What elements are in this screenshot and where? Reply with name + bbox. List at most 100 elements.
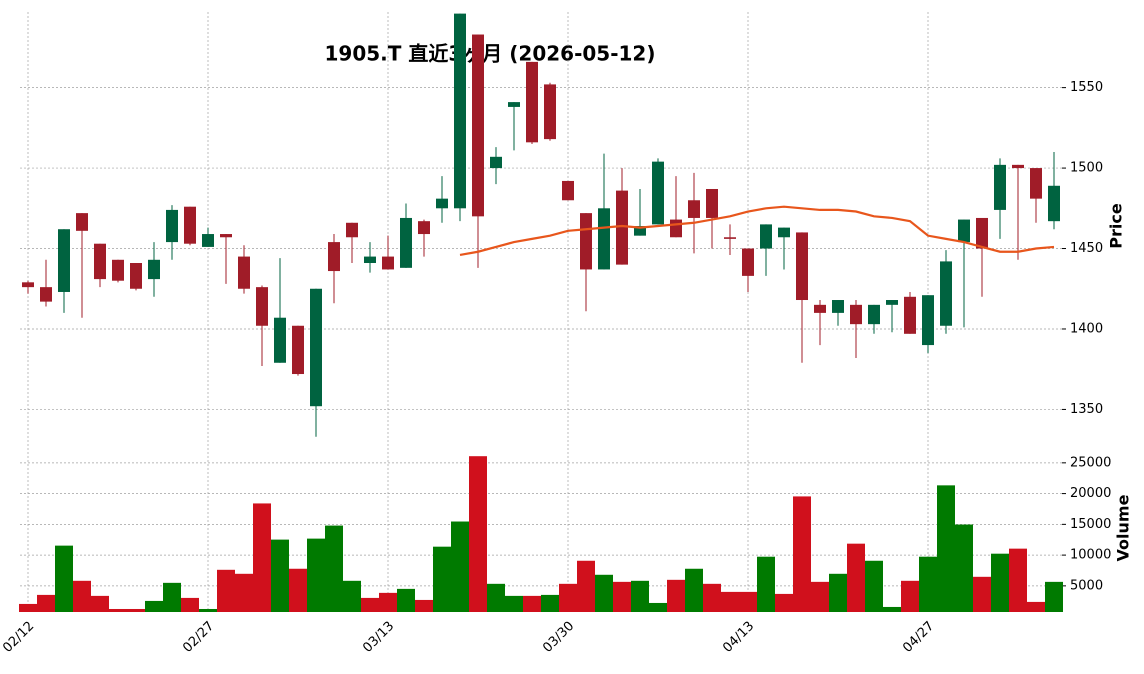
candle-body: [310, 288, 322, 407]
volume-bar: [91, 595, 109, 612]
candle-body: [994, 164, 1006, 210]
candle-body: [94, 243, 106, 280]
candle-body: [616, 190, 628, 265]
volume-bar: [775, 593, 793, 612]
volume-bar: [37, 594, 55, 612]
candle-body: [652, 161, 664, 225]
volume-bar: [271, 539, 289, 612]
candle-body: [418, 221, 430, 235]
candle-body: [76, 213, 88, 231]
candle-body: [886, 300, 898, 305]
volume-bar: [847, 543, 865, 612]
volume-bar: [955, 524, 973, 612]
volume-bar: [361, 597, 379, 612]
volume-axis-title: Volume: [1114, 494, 1133, 561]
candle-body: [1048, 185, 1060, 222]
volume-bar: [883, 606, 901, 612]
volume-bar: [721, 591, 739, 612]
volume-bar: [253, 503, 271, 612]
volume-bar: [379, 592, 397, 612]
volume-bar: [811, 581, 829, 612]
volume-tick-label: 10000: [1070, 548, 1111, 563]
candle-body: [112, 259, 124, 281]
candle-body: [526, 61, 538, 143]
volume-bar: [55, 545, 73, 612]
candle-body: [544, 84, 556, 140]
x-tick-label: 03/13: [360, 619, 397, 656]
volume-bar: [937, 485, 955, 612]
candle-body: [904, 296, 916, 334]
candle-body: [382, 256, 394, 270]
candle-body: [328, 242, 340, 272]
volume-bar: [217, 569, 235, 612]
candle-body: [436, 198, 448, 209]
candle-body: [598, 208, 610, 270]
candle-body: [148, 259, 160, 280]
volume-bar: [73, 580, 91, 612]
volume-tick-label: 15000: [1070, 517, 1111, 532]
volume-bar: [577, 560, 595, 612]
candle-body: [706, 188, 718, 218]
candle-body: [202, 234, 214, 247]
candle-body: [472, 34, 484, 217]
candle-body: [832, 300, 844, 313]
volume-bar: [901, 580, 919, 612]
candle-body: [850, 304, 862, 325]
volume-bar: [685, 568, 703, 612]
volume-bar: [145, 600, 163, 612]
volume-bar: [199, 608, 217, 612]
volume-bar: [559, 583, 577, 612]
volume-bar: [487, 583, 505, 612]
volume-bar: [649, 602, 667, 612]
x-tick-label: 02/12: [0, 619, 37, 656]
volume-bar: [523, 595, 541, 612]
volume-bar: [397, 588, 415, 612]
volume-bar: [793, 496, 811, 612]
volume-bar: [163, 582, 181, 612]
volume-bar: [757, 556, 775, 612]
volume-bar: [109, 608, 127, 612]
candle-body: [58, 229, 70, 292]
candle-body: [940, 261, 952, 326]
x-tick-label: 02/27: [180, 619, 217, 656]
volume-bar: [1045, 581, 1063, 612]
candle-body: [166, 209, 178, 243]
volume-tick-label: 5000: [1070, 578, 1103, 593]
volume-bar: [631, 580, 649, 612]
volume-bar: [19, 603, 37, 612]
volume-bar: [613, 581, 631, 612]
candle-body: [508, 102, 520, 107]
volume-tick-label: 25000: [1070, 455, 1111, 470]
volume-bar: [505, 595, 523, 612]
moving-average-line: [459, 205, 1055, 257]
candle-body: [256, 287, 268, 326]
volume-bar: [1027, 601, 1045, 612]
volume-bar: [667, 579, 685, 612]
volume-bar: [595, 574, 613, 612]
volume-bar: [739, 591, 757, 612]
volume-bar: [973, 576, 991, 612]
volume-bar: [289, 568, 307, 612]
candle-body: [490, 156, 502, 169]
candle-body: [184, 206, 196, 244]
price-tick-label: 1450: [1070, 241, 1103, 256]
volume-bar: [325, 525, 343, 612]
price-axis-title: Price: [1107, 203, 1126, 249]
candle-body: [670, 219, 682, 238]
candle-body: [796, 232, 808, 301]
volume-bar: [235, 573, 253, 612]
volume-bar: [865, 560, 883, 612]
candle-body: [400, 217, 412, 268]
candle-body: [220, 234, 232, 238]
candle-body: [454, 13, 466, 209]
candle-body: [346, 222, 358, 238]
candle-body: [868, 304, 880, 325]
candle-body: [976, 217, 988, 249]
candle-body: [238, 256, 250, 289]
volume-bar: [415, 599, 433, 612]
candle-body: [634, 226, 646, 236]
volume-bar: [1009, 548, 1027, 612]
candle-body: [1012, 164, 1024, 169]
candle-body: [22, 282, 34, 288]
price-tick-label: 1550: [1070, 80, 1103, 95]
